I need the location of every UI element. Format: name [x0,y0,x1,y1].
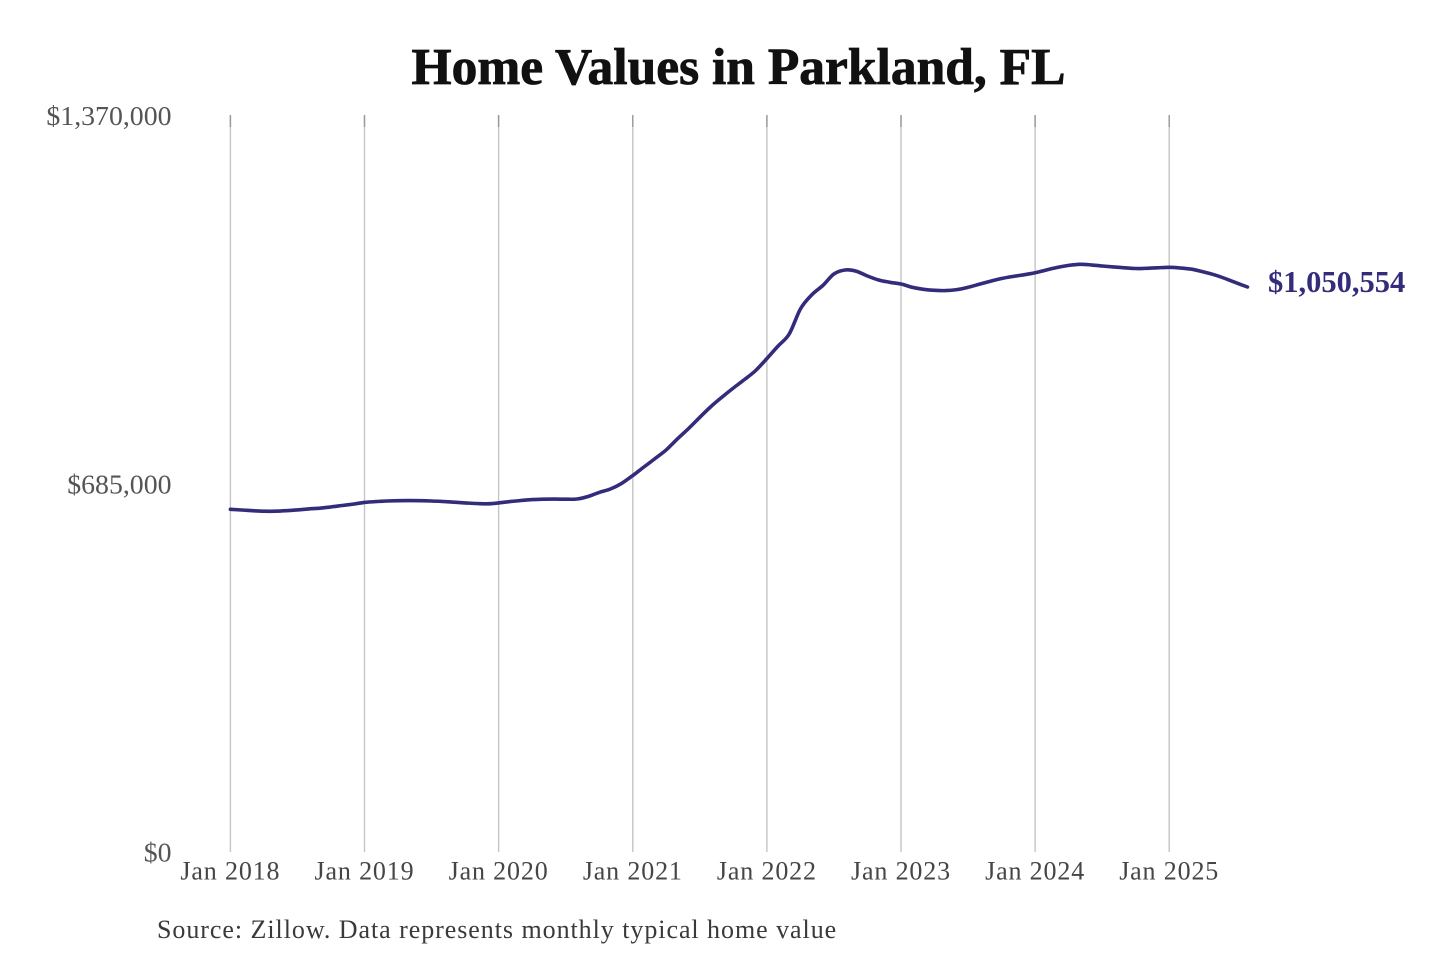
svg-text:Jan 2024: Jan 2024 [985,857,1085,886]
svg-text:Jan 2020: Jan 2020 [449,857,549,886]
svg-text:$685,000: $685,000 [67,469,171,500]
svg-text:Home Values in Parkland, FL: Home Values in Parkland, FL [412,39,1066,96]
svg-text:Jan 2018: Jan 2018 [180,857,280,886]
svg-text:Jan 2021: Jan 2021 [583,857,683,886]
svg-text:Jan 2022: Jan 2022 [717,857,817,886]
svg-text:Jan 2023: Jan 2023 [851,857,951,886]
svg-text:$1,370,000: $1,370,000 [46,101,171,132]
svg-text:Source: Zillow. Data represent: Source: Zillow. Data represents monthly … [157,915,837,944]
svg-text:Jan 2025: Jan 2025 [1119,857,1219,886]
svg-text:Jan 2019: Jan 2019 [315,857,415,886]
svg-text:$1,050,554: $1,050,554 [1268,265,1405,299]
svg-text:$0: $0 [144,837,172,868]
